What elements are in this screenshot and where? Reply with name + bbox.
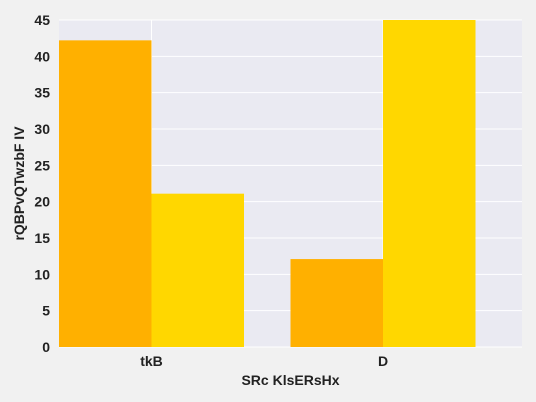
y-tick-label: 20 (34, 194, 50, 210)
y-tick-label: 35 (34, 85, 50, 101)
y-tick-label: 0 (42, 339, 50, 355)
bar (383, 20, 476, 347)
y-tick-label: 10 (34, 266, 50, 282)
y-tick-label: 5 (42, 303, 50, 319)
bar (291, 259, 384, 347)
x-axis-label: SRc KlsERsHx (241, 372, 339, 388)
bar (152, 194, 245, 347)
y-tick-label: 40 (34, 48, 50, 64)
x-tick-labels: tkB D (140, 353, 388, 369)
bar (59, 40, 152, 347)
y-tick-labels: 0 5 10 15 20 25 30 35 40 45 (34, 12, 50, 355)
x-tick-label: D (378, 353, 388, 369)
y-tick-label: 45 (34, 12, 50, 28)
y-tick-label: 25 (34, 157, 50, 173)
y-axis-label: rQBPvQTwzbF IV (11, 126, 27, 241)
x-tick-label: tkB (140, 353, 163, 369)
y-tick-label: 15 (34, 230, 50, 246)
y-tick-label: 30 (34, 121, 50, 137)
